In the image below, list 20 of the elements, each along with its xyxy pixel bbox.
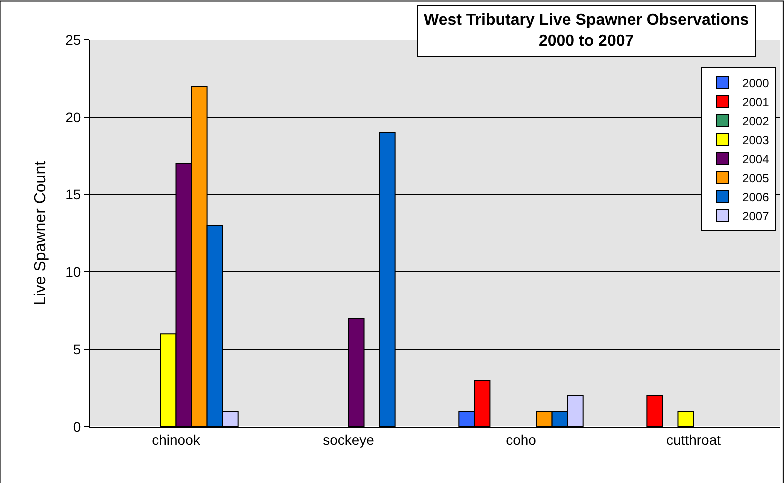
x-tick-label: chinook [152,432,202,448]
x-tick-label: coho [506,432,537,448]
y-tick-label: 15 [66,186,82,203]
x-tick-label: cutthroat [666,432,722,448]
y-tick-label: 20 [66,109,82,126]
legend-label: 2001 [742,95,770,110]
legend-label: 2005 [742,171,770,186]
legend-label: 2003 [742,133,770,148]
y-tick-label: 0 [73,418,82,435]
y-tick-label: 25 [66,32,82,48]
y-tick-label: 10 [66,264,82,280]
y-tick-label: 5 [73,342,82,358]
y-axis-title: Live Spawner Count [32,160,50,306]
legend-label: 2007 [742,209,770,224]
legend-label: 2004 [742,152,770,166]
legend-label: 2000 [742,76,770,90]
legend-label: 2002 [742,114,770,128]
x-tick-label: sockeye [323,432,375,448]
chart-title: West Tributary Live Spawner Observations 2000 to 2007 [424,12,750,50]
legend-label: 2006 [742,190,770,204]
